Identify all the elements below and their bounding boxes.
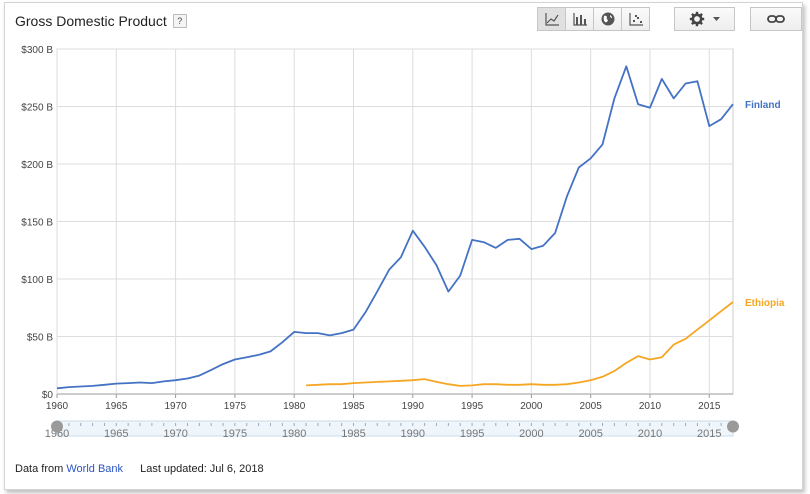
gear-icon — [689, 11, 705, 27]
slider-track — [56, 420, 734, 437]
slider-year-label: 1985 — [341, 428, 365, 440]
source-prefix: Data from — [15, 463, 64, 475]
x-tick-label: 2005 — [580, 401, 603, 412]
line-chart-icon — [544, 13, 559, 26]
bar-chart-icon — [572, 13, 587, 26]
y-tick-label: $300 B — [21, 45, 53, 56]
y-tick-label: $150 B — [21, 218, 53, 229]
slider-year-label: 1960 — [45, 428, 69, 440]
x-tick-label: 2015 — [698, 401, 721, 412]
finland-series-line — [56, 65, 734, 390]
slider-right-handle[interactable] — [727, 420, 739, 433]
chart-panel: Gross Domestic Product ? $0 $50 B $100 B $1… — [4, 2, 803, 490]
y-tick-label: $100 B — [21, 275, 53, 286]
series-labels: Finland Ethiopia — [745, 100, 785, 309]
link-icon — [767, 15, 785, 23]
slider-year-label: 2010 — [638, 428, 662, 440]
settings-button[interactable] — [674, 7, 735, 31]
map-chart-button[interactable] — [593, 7, 622, 31]
link-button[interactable] — [750, 7, 802, 31]
x-tick-label: 1995 — [461, 401, 484, 412]
y-axis-ticks: $0 $50 B $100 B $150 B $200 B $250 B $300 B — [21, 45, 53, 401]
footer: Data from World Bank Last updated: Jul 6… — [15, 463, 264, 475]
bar-chart-button[interactable] — [565, 7, 594, 31]
source-link[interactable]: World Bank — [66, 463, 124, 475]
x-tick-label: 1990 — [402, 401, 425, 412]
range-slider[interactable]: 1960 1965 1970 1975 1980 1985 1990 1995 2000 2005… — [45, 420, 739, 441]
chart-title: Gross Domestic Product — [15, 13, 167, 29]
y-tick-label: $50 B — [27, 333, 53, 344]
title-row: Gross Domestic Product ? — [15, 13, 187, 29]
slider-year-label: 1970 — [163, 428, 187, 440]
chart-type-toolbar — [537, 7, 650, 31]
slider-year-label: 1980 — [282, 428, 306, 440]
slider-year-label: 1965 — [104, 428, 128, 440]
scatter-chart-button[interactable] — [621, 7, 650, 31]
slider-year-label: 1990 — [401, 428, 425, 440]
y-tick-label: $250 B — [21, 103, 53, 114]
x-tick-label: 1985 — [342, 401, 365, 412]
x-tick-label: 1960 — [46, 401, 69, 412]
y-tick-label: $0 — [42, 390, 54, 401]
ethiopia-series-line — [306, 301, 734, 387]
slider-year-label: 2000 — [519, 428, 543, 440]
x-tick-label: 2000 — [520, 401, 543, 412]
x-tick-label: 2010 — [639, 401, 662, 412]
help-icon[interactable]: ? — [172, 14, 187, 28]
ethiopia-series-label: Ethiopia — [745, 298, 785, 309]
slider-year-label: 1975 — [223, 428, 247, 440]
grid-lines — [56, 48, 734, 398]
last-updated: Last updated: Jul 6, 2018 — [140, 463, 264, 475]
slider-year-label: 1995 — [460, 428, 484, 440]
x-tick-label: 1980 — [283, 401, 306, 412]
x-tick-label: 1965 — [105, 401, 128, 412]
x-axis-ticks: 1960 1965 1970 1975 1980 1985 1990 1995 2000 2005… — [46, 401, 721, 412]
gdp-line-chart: $0 $50 B $100 B $150 B $200 B $250 B $300 B 19… — [21, 45, 785, 441]
series-lines — [56, 65, 734, 390]
slider-year-label: 2005 — [578, 428, 602, 440]
scatter-chart-icon — [628, 13, 643, 26]
slider-year-label: 2015 — [697, 428, 721, 440]
finland-series-label: Finland — [745, 100, 781, 111]
globe-icon — [601, 12, 614, 26]
x-tick-label: 1970 — [164, 401, 187, 412]
chevron-down-icon — [713, 16, 720, 21]
x-tick-label: 1975 — [224, 401, 247, 412]
slider-left-handle[interactable] — [51, 420, 63, 433]
y-tick-label: $200 B — [21, 160, 53, 171]
